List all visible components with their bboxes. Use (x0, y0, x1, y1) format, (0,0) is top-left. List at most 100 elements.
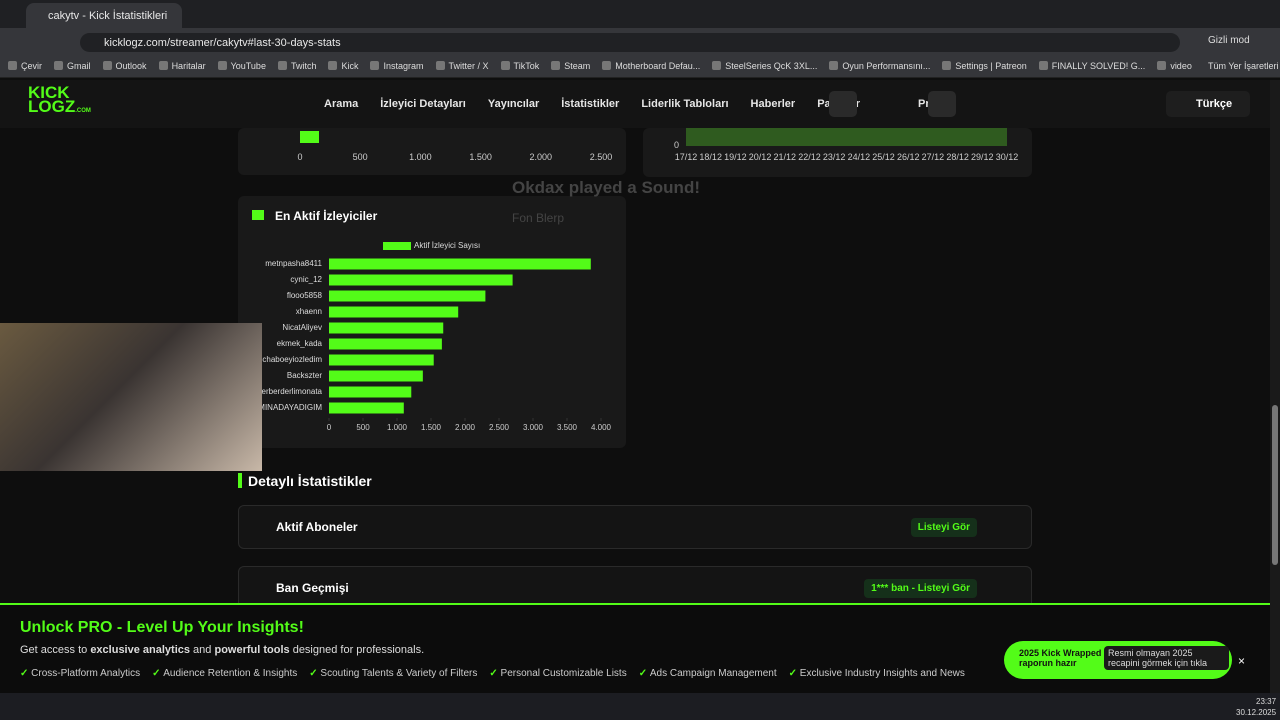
x-tick-label: 29/12 (971, 152, 994, 162)
x-tick-label: 1.000 (409, 152, 432, 162)
legend-label: Aktif İzleyici Sayısı (414, 241, 480, 250)
bookmark[interactable]: Outlook (103, 61, 147, 77)
bookmark[interactable]: TikTok (501, 61, 540, 77)
bookmark[interactable]: FINALLY SOLVED! G... (1039, 61, 1146, 77)
nav-item[interactable]: İstatistikler (561, 98, 620, 110)
area-fragment (686, 128, 1007, 146)
text: designed for professionals. (289, 644, 425, 656)
logo-bottom: LOGZ.COM (28, 97, 91, 118)
discord-button[interactable] (829, 91, 857, 117)
top-left-chart (238, 128, 626, 175)
address-bar[interactable]: kicklogz.com/streamer/cakytv#last-30-day… (80, 33, 1180, 52)
scrollbar[interactable] (1270, 80, 1280, 693)
bar-fragment (300, 131, 319, 143)
nav-item[interactable]: Yayıncılar (487, 98, 540, 110)
bookmark[interactable]: video (1157, 61, 1192, 77)
bar (329, 306, 459, 318)
bookmark[interactable]: Gmail (54, 61, 91, 77)
sound-alert: Okdax played a Sound! (512, 178, 700, 197)
feature: Audience Retention & Insights (152, 668, 297, 679)
section-row[interactable]: Aktif Aboneler Listeyi Gör (238, 505, 1032, 549)
nav-item[interactable]: Liderlik Tabloları (641, 98, 729, 110)
x-tick-label: 21/12 (773, 152, 797, 162)
x-tick-label: 25/12 (872, 152, 895, 162)
y-tick-label: NicatAliyev (282, 323, 322, 332)
toast-text: Resmi olmayan 2025 recapini görmek için … (1104, 646, 1229, 670)
profile[interactable]: Gizli mod (1208, 35, 1250, 46)
x-tick-label: 500 (356, 423, 370, 432)
bookmark[interactable]: Twitter / X (436, 61, 489, 77)
bar (329, 386, 412, 398)
date: 30.12.2025 (1236, 708, 1277, 717)
toast-close[interactable]: × (1238, 654, 1246, 668)
nav-item[interactable]: Haberler (750, 98, 796, 110)
bookmark[interactable]: Twitch (278, 61, 317, 77)
nav-item[interactable]: Arama (324, 98, 359, 110)
nav-item[interactable]: İzleyici Detayları (380, 98, 466, 110)
feature: Cross-Platform Analytics (20, 668, 140, 679)
bookmark[interactable]: Steam (551, 61, 590, 77)
feature-list: Cross-Platform Analytics Audience Retenti… (20, 668, 965, 679)
section-action[interactable]: 1*** ban - Listeyi Gör (864, 579, 977, 598)
active-tab[interactable]: cakytv - Kick İstatistikleri (26, 3, 182, 28)
login-button[interactable] (928, 91, 956, 117)
x-tick-label: 20/12 (748, 152, 772, 162)
section-action[interactable]: Listeyi Gör (910, 518, 977, 537)
bookmark[interactable]: Motherboard Defau... (602, 61, 700, 77)
y-tick-label: flooo5858 (287, 291, 323, 300)
feature: Ads Campaign Management (639, 668, 777, 679)
all-bookmarks[interactable]: Tüm Yer İşaretleri (1208, 61, 1279, 71)
y-tick-label: MINADAYADIGIM (258, 403, 322, 412)
bar (329, 354, 434, 366)
site-nav (0, 80, 1270, 128)
bar (329, 402, 404, 414)
bar (329, 338, 442, 350)
x-tick-label: 24/12 (847, 152, 871, 162)
text: and (190, 644, 215, 656)
bar (329, 274, 513, 286)
x-tick-label: 0 (297, 152, 303, 162)
webcam (0, 323, 262, 471)
bar (329, 290, 486, 302)
bookmarks-bar: Çevir Gmail Outlook Haritalar YouTube Twitch K… (0, 56, 1280, 78)
feature: Scouting Talents & Variety of Filters (309, 668, 477, 679)
section-heading: Detaylı İstatistikler (248, 473, 372, 489)
x-tick-label: 23/12 (822, 152, 846, 162)
x-tick-label: 2.500 (589, 152, 613, 162)
text-bold: powerful tools (214, 644, 290, 656)
logo-bottom-text: LOGZ (28, 97, 76, 116)
feature: Exclusive Industry Insights and News (789, 668, 965, 679)
x-tick-label: 1.500 (421, 423, 442, 432)
toast[interactable]: 2025 Kick Wrapped raporun hazır Resmi olm… (1004, 641, 1232, 679)
logo-top: KICK (28, 83, 70, 102)
toast-title: 2025 Kick Wrapped raporun hazır (1019, 648, 1102, 668)
language-select[interactable]: Türkçe (1166, 91, 1250, 117)
bar (329, 322, 444, 334)
bookmark[interactable]: Haritalar (159, 61, 206, 77)
text-bold: exclusive analytics (90, 644, 190, 656)
y-tick-label: xhaenn (296, 307, 322, 316)
legend-swatch (383, 242, 411, 250)
time: 23:37 (1256, 697, 1277, 706)
x-tick-label: 30/12 (995, 152, 1019, 162)
section-row[interactable]: Ban Geçmişi 1*** ban - Listeyi Gör (238, 566, 1032, 610)
bookmark[interactable]: Instagram (370, 61, 423, 77)
y-tick-label: ekmek_kada (277, 339, 323, 348)
bookmark[interactable]: Settings | Patreon (942, 61, 1026, 77)
y-tick-label: cynic_12 (290, 275, 322, 284)
x-tick-label: 500 (352, 152, 368, 162)
x-tick-label: 22/12 (798, 152, 821, 162)
x-tick-label: 3.500 (557, 423, 578, 432)
feature: Personal Customizable Lists (489, 668, 627, 679)
x-tick-label: 28/12 (946, 152, 969, 162)
bookmark[interactable]: Çevir (8, 61, 42, 77)
bookmark[interactable]: SteelSeries QcK 3XL... (712, 61, 817, 77)
y-tick-label: Backszter (287, 371, 322, 380)
scroll-thumb[interactable] (1272, 405, 1278, 565)
logo[interactable]: KICK LOGZ.COM (28, 83, 91, 118)
sound-name: Fon Blerp (512, 211, 565, 225)
bookmark[interactable]: Oyun Performansını... (829, 61, 930, 77)
bookmark[interactable]: YouTube (218, 61, 266, 77)
bookmark[interactable]: Kick (328, 61, 358, 77)
